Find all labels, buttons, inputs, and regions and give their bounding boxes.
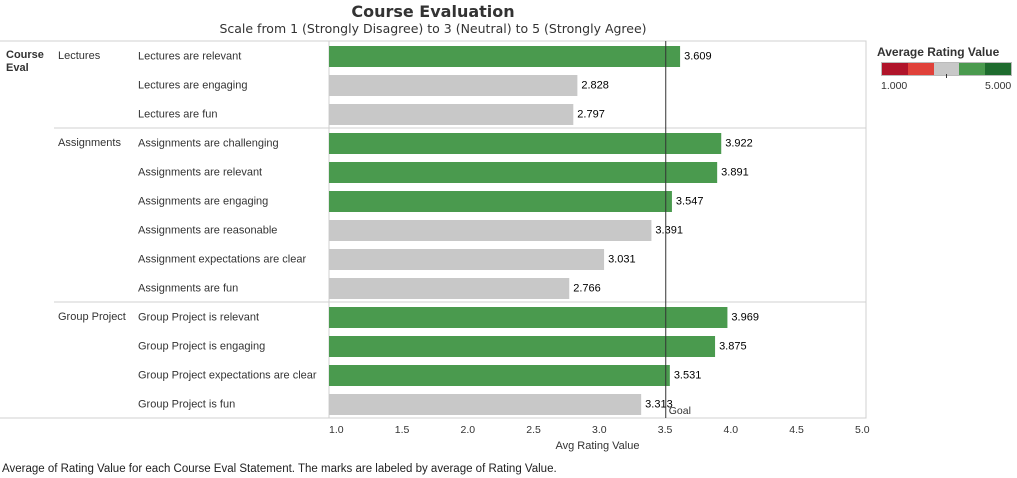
x-tick-label: 3.0 bbox=[592, 424, 607, 436]
bar-value-label: 3.391 bbox=[655, 225, 683, 237]
bar-value-label: 3.922 bbox=[725, 138, 753, 150]
legend-swatch bbox=[907, 63, 934, 75]
x-tick-label: 1.0 bbox=[329, 424, 344, 436]
group-label: Assignments bbox=[58, 137, 121, 149]
bar-value-label: 2.797 bbox=[577, 109, 605, 121]
x-tick-label: 2.5 bbox=[526, 424, 541, 436]
bar bbox=[329, 307, 728, 328]
statement-label: Assignments are fun bbox=[138, 283, 238, 295]
legend-swatch bbox=[985, 63, 1011, 75]
statement-label: Group Project is engaging bbox=[138, 341, 265, 353]
legend-scale-marker bbox=[946, 74, 947, 78]
bar bbox=[329, 162, 718, 183]
x-tick-label: 4.5 bbox=[789, 424, 804, 436]
x-tick-label: 4.0 bbox=[724, 424, 739, 436]
bar-value-label: 3.609 bbox=[684, 51, 712, 63]
bar bbox=[329, 104, 574, 125]
statement-label: Assignments are relevant bbox=[138, 167, 262, 179]
bar-value-label: 3.875 bbox=[719, 341, 747, 353]
bar bbox=[329, 394, 642, 415]
statement-label: Group Project is fun bbox=[138, 399, 235, 411]
statement-label: Assignments are reasonable bbox=[138, 225, 277, 237]
chart-subtitle: Scale from 1 (Strongly Disagree) to 3 (N… bbox=[219, 21, 647, 36]
group-label: Group Project bbox=[58, 311, 126, 323]
statement-label: Lectures are fun bbox=[138, 109, 218, 121]
bar bbox=[329, 46, 681, 67]
x-tick-label: 3.5 bbox=[658, 424, 673, 436]
legend-swatch bbox=[882, 63, 908, 75]
bar bbox=[329, 220, 652, 241]
statement-label: Group Project expectations are clear bbox=[138, 370, 317, 382]
row-header-label: Eval bbox=[6, 62, 29, 74]
bar-value-label: 2.766 bbox=[573, 283, 601, 295]
bar-value-label: 3.891 bbox=[721, 167, 749, 179]
legend-color-scale bbox=[881, 62, 1012, 76]
bar-value-label: 3.969 bbox=[731, 312, 759, 324]
goal-label: Goal bbox=[669, 405, 691, 417]
legend-swatch bbox=[959, 63, 986, 75]
row-header-label: Course bbox=[6, 49, 44, 61]
legend-swatch bbox=[933, 63, 960, 75]
bar-value-label: 2.828 bbox=[581, 80, 609, 92]
statement-label: Assignment expectations are clear bbox=[138, 254, 306, 266]
chart-title: Course Evaluation bbox=[351, 2, 515, 21]
bar bbox=[329, 75, 578, 96]
statement-label: Group Project is relevant bbox=[138, 312, 259, 324]
bar bbox=[329, 249, 605, 270]
statement-label: Lectures are engaging bbox=[138, 80, 247, 92]
bar bbox=[329, 133, 722, 154]
bar bbox=[329, 336, 716, 357]
legend-title: Average Rating Value bbox=[877, 45, 1000, 59]
statement-label: Assignments are challenging bbox=[138, 138, 279, 150]
group-label: Lectures bbox=[58, 50, 101, 62]
statement-label: Assignments are engaging bbox=[138, 196, 268, 208]
x-tick-label: 2.0 bbox=[461, 424, 476, 436]
bar-value-label: 3.547 bbox=[676, 196, 704, 208]
x-tick-label: 1.5 bbox=[395, 424, 410, 436]
x-tick-label: 5.0 bbox=[855, 424, 870, 436]
x-axis-title: Avg Rating Value bbox=[556, 440, 640, 452]
bar bbox=[329, 191, 672, 212]
legend-min-label: 1.000 bbox=[881, 80, 908, 92]
bar bbox=[329, 278, 570, 299]
bar bbox=[329, 365, 670, 386]
chart-caption: Average of Rating Value for each Course … bbox=[2, 463, 557, 475]
statement-label: Lectures are relevant bbox=[138, 51, 241, 63]
legend-max-label: 5.000 bbox=[985, 80, 1012, 92]
bar-value-label: 3.031 bbox=[608, 254, 636, 266]
bar-value-label: 3.531 bbox=[674, 370, 702, 382]
